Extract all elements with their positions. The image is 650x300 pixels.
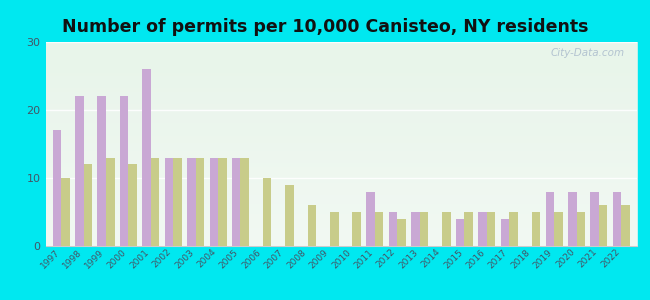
Bar: [263, 178, 271, 246]
Bar: [554, 212, 563, 246]
Bar: [307, 205, 316, 246]
Bar: [478, 212, 487, 246]
Bar: [487, 212, 495, 246]
Bar: [367, 192, 375, 246]
Bar: [397, 219, 406, 246]
Bar: [84, 164, 92, 246]
Bar: [240, 158, 249, 246]
Bar: [411, 212, 420, 246]
Bar: [389, 212, 397, 246]
Bar: [500, 219, 510, 246]
Bar: [142, 69, 151, 246]
Bar: [151, 158, 159, 246]
Bar: [187, 158, 196, 246]
Bar: [599, 205, 607, 246]
Bar: [375, 212, 383, 246]
Bar: [285, 185, 294, 246]
Bar: [465, 212, 473, 246]
Bar: [621, 205, 630, 246]
Bar: [209, 158, 218, 246]
Bar: [173, 158, 182, 246]
Bar: [352, 212, 361, 246]
Bar: [106, 158, 114, 246]
Bar: [456, 219, 465, 246]
Bar: [232, 158, 240, 246]
Bar: [53, 130, 61, 246]
Bar: [532, 212, 540, 246]
Text: Number of permits per 10,000 Canisteo, NY residents: Number of permits per 10,000 Canisteo, N…: [62, 18, 588, 36]
Bar: [75, 96, 84, 246]
Bar: [129, 164, 137, 246]
Bar: [98, 96, 106, 246]
Bar: [577, 212, 585, 246]
Bar: [568, 192, 577, 246]
Text: City-Data.com: City-Data.com: [551, 48, 625, 58]
Bar: [61, 178, 70, 246]
Bar: [442, 212, 450, 246]
Bar: [164, 158, 173, 246]
Bar: [510, 212, 518, 246]
Bar: [420, 212, 428, 246]
Bar: [330, 212, 339, 246]
Bar: [218, 158, 227, 246]
Bar: [590, 192, 599, 246]
Bar: [120, 96, 129, 246]
Bar: [545, 192, 554, 246]
Bar: [196, 158, 204, 246]
Bar: [613, 192, 621, 246]
